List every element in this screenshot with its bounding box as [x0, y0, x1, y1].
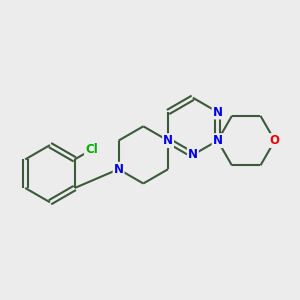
Text: N: N [213, 134, 223, 147]
Text: Cl: Cl [85, 143, 98, 156]
Text: N: N [113, 163, 124, 176]
Text: N: N [163, 134, 173, 147]
Text: N: N [188, 148, 198, 161]
Text: O: O [270, 134, 280, 147]
Text: N: N [213, 106, 223, 118]
